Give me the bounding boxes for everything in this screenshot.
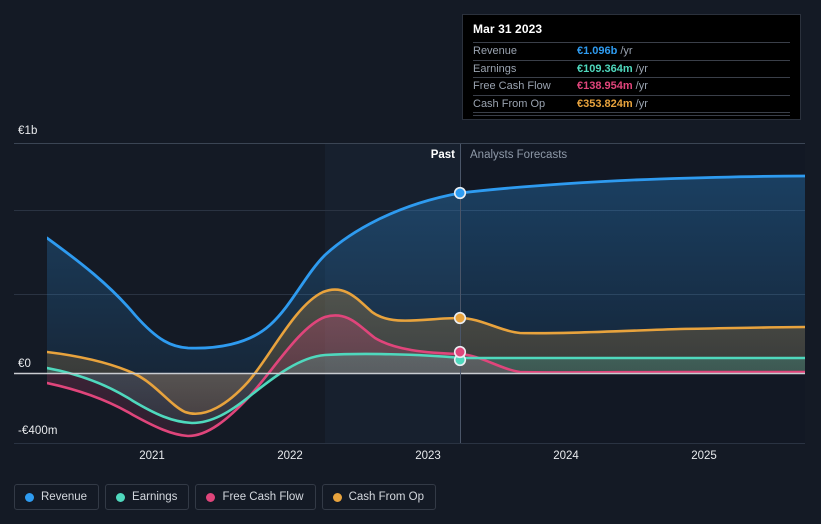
tooltip-row-revenue: Revenue €1.096b /yr <box>473 42 790 60</box>
tooltip-label-fcf: Free Cash Flow <box>473 80 551 93</box>
marker-fcf <box>453 345 467 359</box>
legend-label-revenue: Revenue <box>41 491 88 503</box>
x-axis-label-2023: 2023 <box>415 450 441 462</box>
tooltip-label-earnings: Earnings <box>473 62 517 75</box>
x-axis-label-2022: 2022 <box>277 450 303 462</box>
datapoint-markers <box>453 186 467 367</box>
tooltip-value-cashfromop: €353.824m <box>577 97 633 110</box>
marker-revenue <box>453 186 467 200</box>
y-axis-label-zero: €0 <box>18 358 31 370</box>
y-axis-label-bottom: -€400m <box>18 425 58 437</box>
tooltip-unit-fcf: /yr <box>635 80 648 93</box>
x-axis-label-2024: 2024 <box>553 450 579 462</box>
forecast-label: Analysts Forecasts <box>470 149 568 161</box>
legend-label-earnings: Earnings <box>132 491 178 503</box>
legend-item-free-cash-flow[interactable]: Free Cash Flow <box>195 484 316 510</box>
past-label: Past <box>430 149 455 161</box>
tooltip-value-revenue: €1.096b <box>577 45 618 58</box>
tooltip-row-fcf: Free Cash Flow €138.954m /yr <box>473 77 790 95</box>
tooltip-footer-rule <box>473 112 790 116</box>
legend-dot-cashfromop-icon <box>332 492 342 502</box>
tooltip-unit-revenue: /yr <box>620 45 633 58</box>
fcf-line <box>47 314 805 438</box>
earnings-line <box>47 352 805 425</box>
tooltip-label-cashfromop: Cash From Op <box>473 97 546 110</box>
chart-legend: Revenue Earnings Free Cash Flow Cash Fro… <box>14 484 437 510</box>
legend-dot-earnings-icon <box>116 492 126 502</box>
legend-item-earnings[interactable]: Earnings <box>105 484 190 510</box>
marker-cashfromop <box>453 311 467 325</box>
legend-label-cash-from-op: Cash From Op <box>348 491 425 503</box>
cashfromop-line <box>47 288 805 415</box>
legend-label-free-cash-flow: Free Cash Flow <box>222 491 304 503</box>
tooltip-value-earnings: €109.364m <box>577 62 633 75</box>
tooltip-value-fcf: €138.954m <box>577 80 633 93</box>
y-axis-label-top: €1b <box>18 125 38 137</box>
datapoint-tooltip: Mar 31 2023 Revenue €1.096b /yr Earnings… <box>462 14 801 120</box>
tooltip-unit-earnings: /yr <box>635 62 648 75</box>
tooltip-unit-cashfromop: /yr <box>635 97 648 110</box>
x-axis-label-2021: 2021 <box>139 450 165 462</box>
legend-item-cash-from-op[interactable]: Cash From Op <box>321 484 437 510</box>
revenue-line <box>47 174 805 350</box>
legend-dot-fcf-icon <box>206 492 216 502</box>
revenue-area <box>47 176 805 373</box>
tooltip-label-revenue: Revenue <box>473 45 518 58</box>
legend-dot-revenue-icon <box>25 492 34 502</box>
tooltip-row-cashfromop: Cash From Op €353.824m /yr <box>473 94 790 113</box>
tooltip-date: Mar 31 2023 <box>473 22 543 36</box>
x-axis-label-2025: 2025 <box>691 450 717 462</box>
legend-item-revenue[interactable]: Revenue <box>14 484 100 510</box>
tooltip-row-earnings: Earnings €109.364m /yr <box>473 59 790 78</box>
